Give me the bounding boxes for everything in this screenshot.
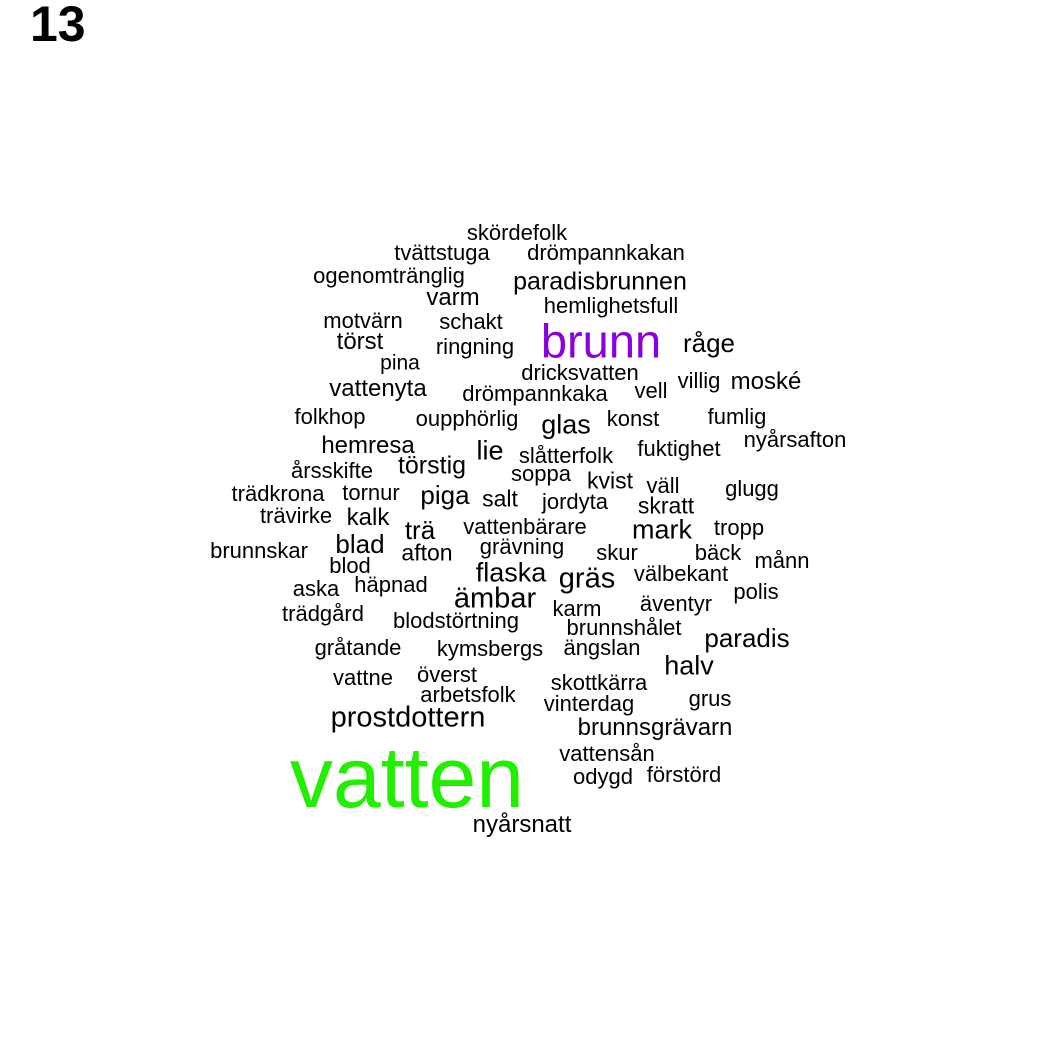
- cloud-word: skördefolk: [466, 220, 568, 245]
- cloud-word: vatten: [289, 730, 525, 826]
- cloud-word: vinterdag: [543, 691, 635, 716]
- cloud-word: brunnskar: [210, 538, 308, 563]
- cloud-word: oupphörlig: [415, 406, 519, 431]
- cloud-word: hemresa: [321, 432, 415, 459]
- cloud-word: tornur: [342, 480, 400, 505]
- cloud-word: arbetsfolk: [420, 682, 516, 707]
- cloud-word: karm: [552, 596, 602, 621]
- cloud-word: ringning: [435, 334, 515, 359]
- cloud-word: årsskifte: [291, 458, 373, 483]
- cloud-word: råge: [682, 328, 736, 358]
- cloud-word: aska: [292, 576, 340, 601]
- cloud-word: gräs: [558, 562, 616, 595]
- cloud-word: slåtterfolk: [518, 443, 614, 468]
- cloud-word: nyårsnatt: [472, 811, 572, 838]
- cloud-word: trädgård: [282, 601, 364, 626]
- cloud-word: brunn: [540, 314, 662, 368]
- cloud-word: törstig: [397, 451, 467, 480]
- cloud-word: kvist: [587, 467, 633, 494]
- cloud-word: jordyta: [541, 489, 609, 514]
- cloud-word: fuktighet: [637, 436, 721, 461]
- cloud-word: månn: [754, 548, 810, 573]
- cloud-word: välbekant: [633, 561, 729, 586]
- cloud-word: schakt: [439, 309, 503, 334]
- cloud-word: vattenyta: [329, 375, 427, 402]
- cloud-word: skur: [596, 540, 638, 565]
- cloud-word: grus: [688, 686, 732, 711]
- cloud-word: häpnad: [354, 572, 428, 597]
- cloud-word: hemlighetsfull: [543, 293, 679, 318]
- cloud-word: överst: [417, 662, 477, 687]
- panel-label: 13: [30, 0, 86, 52]
- cloud-word: lie: [476, 435, 504, 466]
- cloud-word: vattensån: [559, 741, 655, 766]
- cloud-word: blad: [335, 529, 385, 559]
- cloud-word: drömpannkakan: [527, 240, 685, 265]
- cloud-word: trävirke: [259, 503, 333, 528]
- cloud-word: väll: [646, 473, 680, 498]
- cloud-word: drömpannkaka: [462, 381, 608, 406]
- cloud-word: piga: [420, 480, 470, 510]
- cloud-word: skottkärra: [550, 670, 648, 695]
- cloud-word: ängslan: [563, 635, 641, 660]
- cloud-word: flaska: [475, 557, 547, 588]
- cloud-word: mark: [632, 514, 692, 545]
- cloud-word: blod: [329, 553, 371, 578]
- cloud-word: bäck: [694, 540, 742, 565]
- cloud-word: varm: [426, 284, 480, 311]
- cloud-word: motvärn: [323, 308, 403, 333]
- cloud-word: brunnsgrävarn: [577, 714, 733, 741]
- cloud-word: trädkrona: [231, 481, 325, 506]
- cloud-word: afton: [401, 539, 453, 566]
- cloud-word: dricksvatten: [521, 360, 639, 385]
- cloud-word: kymsbergs: [436, 636, 544, 661]
- cloud-word: vattenbärare: [463, 514, 587, 539]
- cloud-word: moské: [730, 368, 802, 395]
- cloud-word: pina: [380, 351, 420, 375]
- cloud-word: nyårsafton: [743, 427, 847, 452]
- cloud-word: tropp: [713, 515, 765, 540]
- cloud-word: glas: [541, 409, 591, 440]
- cloud-word: konst: [606, 406, 660, 431]
- cloud-word: paradisbrunnen: [513, 267, 687, 296]
- cloud-word: vell: [634, 378, 668, 403]
- cloud-word: blodstörtning: [393, 608, 519, 633]
- cloud-word: skratt: [637, 492, 695, 519]
- cloud-word: trä: [404, 515, 436, 545]
- cloud-word: ogenomtränglig: [313, 263, 465, 288]
- cloud-word: äventyr: [639, 591, 713, 616]
- cloud-word: brunnshålet: [566, 615, 682, 640]
- cloud-word: ämbar: [453, 582, 537, 615]
- cloud-word: villig: [677, 368, 721, 393]
- cloud-word: grävning: [479, 534, 565, 559]
- cloud-word: törst: [336, 328, 384, 355]
- cloud-word: salt: [482, 485, 518, 512]
- cloud-word: kalk: [346, 504, 390, 531]
- cloud-word: halv: [664, 650, 714, 681]
- cloud-word: prostdottern: [330, 701, 486, 734]
- cloud-word: glugg: [725, 476, 779, 501]
- cloud-word: förstörd: [646, 762, 722, 787]
- cloud-word: fumlig: [707, 404, 767, 429]
- cloud-word: gråtande: [314, 635, 402, 660]
- cloud-word: folkhop: [294, 404, 366, 429]
- cloud-word: paradis: [704, 623, 790, 653]
- cloud-word: tvättstuga: [394, 240, 490, 265]
- cloud-word: vattne: [333, 665, 393, 690]
- cloud-word: polis: [733, 579, 779, 604]
- cloud-word: odygd: [573, 764, 633, 789]
- cloud-word: soppa: [511, 461, 571, 486]
